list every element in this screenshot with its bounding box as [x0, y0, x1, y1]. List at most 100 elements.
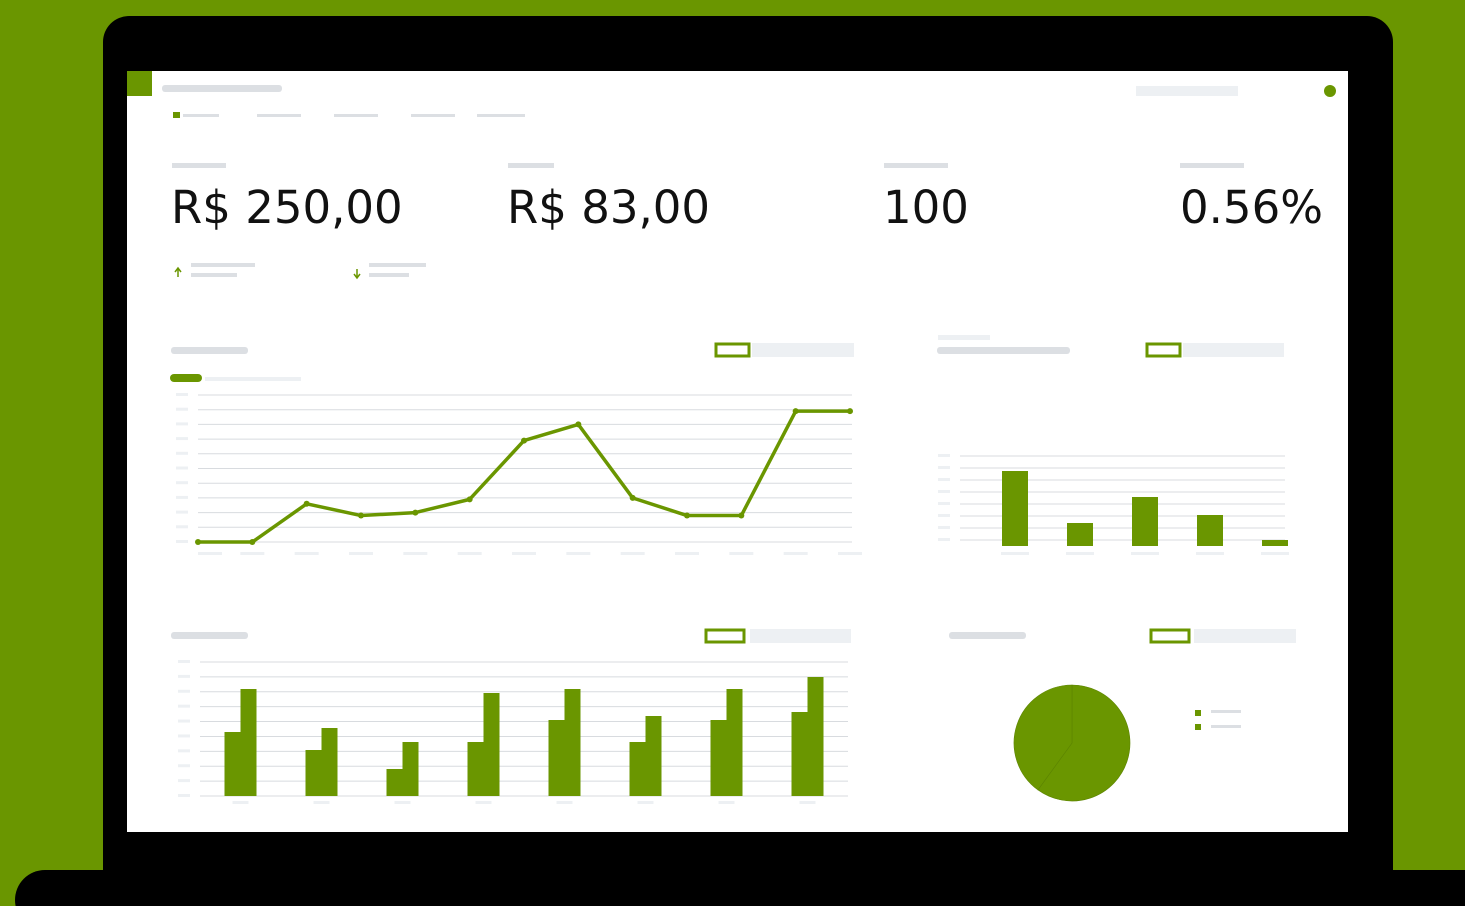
point — [412, 510, 418, 516]
x-tick-placeholder — [1261, 552, 1289, 555]
tab[interactable] — [411, 114, 455, 117]
y-tick-placeholder — [176, 422, 188, 425]
kpi-label — [884, 163, 948, 168]
bar — [646, 716, 662, 796]
x-tick-placeholder — [1131, 552, 1159, 555]
pie-legend-swatch — [1195, 724, 1201, 730]
y-tick-placeholder — [176, 481, 188, 484]
avatar[interactable] — [1324, 85, 1336, 97]
x-tick-placeholder — [719, 801, 735, 804]
bar — [1197, 515, 1223, 546]
point — [793, 408, 799, 414]
y-tick-placeholder — [178, 734, 190, 737]
bar — [306, 750, 322, 796]
x-tick-placeholder — [295, 552, 319, 555]
x-tick-placeholder — [784, 552, 808, 555]
point — [249, 539, 255, 545]
x-tick-placeholder — [458, 552, 482, 555]
bar — [322, 728, 338, 796]
bar — [565, 689, 581, 796]
tab[interactable] — [334, 114, 378, 117]
screen: R$ 250,00 R$ 83,00 100 0.56% — [0, 0, 1465, 906]
x-tick-placeholder — [621, 552, 645, 555]
y-tick-placeholder — [176, 511, 188, 514]
x-tick-placeholder — [838, 552, 862, 555]
card-title — [171, 347, 248, 354]
y-tick-placeholder — [176, 408, 188, 411]
x-tick-placeholder — [512, 552, 536, 555]
kpi-value: 100 — [883, 181, 969, 234]
bar — [225, 732, 241, 796]
x-tick-placeholder — [557, 801, 573, 804]
x-tick-placeholder — [240, 552, 264, 555]
point — [195, 539, 201, 545]
y-tick-placeholder — [938, 466, 950, 469]
y-tick-placeholder — [178, 675, 190, 678]
x-tick-placeholder — [476, 801, 492, 804]
tab[interactable] — [183, 114, 219, 117]
x-tick-placeholder — [566, 552, 590, 555]
bar — [808, 677, 824, 796]
trend-text — [191, 273, 237, 277]
y-tick-placeholder — [178, 749, 190, 752]
point — [847, 408, 853, 414]
point — [738, 513, 744, 519]
toggle-label — [205, 377, 301, 381]
logo — [127, 71, 152, 96]
y-tick-placeholder — [178, 690, 190, 693]
tab-icon — [173, 112, 180, 118]
bar — [387, 769, 403, 796]
point — [521, 438, 527, 444]
page-title-placeholder — [162, 85, 282, 92]
x-tick-placeholder — [233, 801, 249, 804]
x-tick-placeholder — [403, 552, 427, 555]
bar — [792, 712, 808, 796]
tab[interactable] — [257, 114, 301, 117]
trend-text — [369, 273, 409, 277]
x-tick-placeholder — [675, 552, 699, 555]
pie-legend-swatch — [1195, 710, 1201, 716]
kpi-value: R$ 83,00 — [507, 181, 710, 234]
legend-label — [1183, 343, 1284, 357]
x-tick-placeholder — [395, 801, 411, 804]
card-title — [937, 347, 1070, 354]
toggle[interactable] — [170, 374, 202, 382]
y-tick-placeholder — [938, 490, 950, 493]
point — [684, 513, 690, 519]
legend-label — [1194, 629, 1296, 643]
card-title — [171, 632, 248, 639]
tab[interactable] — [477, 114, 525, 117]
bar — [1132, 497, 1158, 546]
y-tick-placeholder — [176, 393, 188, 396]
trend-text — [191, 263, 255, 267]
kpi-value: 0.56% — [1180, 181, 1323, 234]
y-tick-placeholder — [178, 794, 190, 797]
y-tick-placeholder — [178, 779, 190, 782]
x-tick-placeholder — [638, 801, 654, 804]
card-title — [949, 632, 1026, 639]
x-tick-placeholder — [198, 552, 222, 555]
x-tick-placeholder — [349, 552, 373, 555]
y-tick-placeholder — [176, 437, 188, 440]
bar — [727, 689, 743, 796]
point — [358, 513, 364, 519]
point — [630, 495, 636, 501]
legend-label — [752, 343, 854, 357]
card-subtitle — [938, 335, 990, 340]
y-tick-placeholder — [176, 496, 188, 499]
bar — [1067, 523, 1093, 546]
x-tick-placeholder — [314, 801, 330, 804]
point — [575, 421, 581, 427]
kpi-value: R$ 250,00 — [171, 181, 403, 234]
bar — [630, 742, 646, 796]
x-tick-placeholder — [1001, 552, 1029, 555]
y-tick-placeholder — [938, 526, 950, 529]
kpi-label — [1180, 163, 1244, 168]
bar — [403, 742, 419, 796]
y-tick-placeholder — [938, 502, 950, 505]
y-tick-placeholder — [176, 540, 188, 543]
y-tick-placeholder — [178, 705, 190, 708]
laptop-base — [15, 870, 1465, 906]
bar — [484, 693, 500, 796]
kpi-label — [172, 163, 226, 168]
